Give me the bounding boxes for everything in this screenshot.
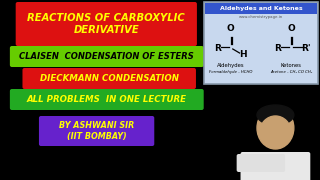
Text: R': R' [301,44,310,53]
FancyBboxPatch shape [16,2,197,46]
Text: O: O [227,24,235,33]
FancyBboxPatch shape [205,3,317,14]
Text: Aldehydes and Ketones: Aldehydes and Ketones [220,6,302,11]
Text: DIECKMANN CONDENSATION: DIECKMANN CONDENSATION [40,74,179,83]
Text: Acetone - CH₃ CO CH₃: Acetone - CH₃ CO CH₃ [270,70,312,74]
FancyBboxPatch shape [39,116,154,146]
Text: www.chemistrypage.in: www.chemistrypage.in [239,15,283,19]
FancyBboxPatch shape [204,2,318,84]
FancyBboxPatch shape [241,152,310,180]
Ellipse shape [260,116,291,148]
Text: Aldehydes: Aldehydes [217,62,245,68]
Ellipse shape [257,105,294,125]
Text: CLAISEN  CONDENSATION OF ESTERS: CLAISEN CONDENSATION OF ESTERS [20,52,194,61]
Text: R: R [214,44,221,53]
FancyBboxPatch shape [252,154,285,172]
FancyBboxPatch shape [231,105,320,180]
FancyBboxPatch shape [237,154,270,172]
FancyBboxPatch shape [10,89,204,110]
Text: BY ASHWANI SIR
(IIT BOMBAY): BY ASHWANI SIR (IIT BOMBAY) [59,121,134,141]
Text: REACTIONS OF CARBOXYLIC
DERIVATIVE: REACTIONS OF CARBOXYLIC DERIVATIVE [28,13,185,35]
FancyBboxPatch shape [10,46,204,67]
FancyBboxPatch shape [22,68,196,89]
Text: R: R [274,44,281,53]
Text: Formaldehyde - HCHO: Formaldehyde - HCHO [209,70,252,74]
Text: O: O [287,24,295,33]
Ellipse shape [257,107,294,149]
Text: Ketones: Ketones [280,62,301,68]
Text: H: H [239,50,246,59]
Text: ALL PROBLEMS  IN ONE LECTURE: ALL PROBLEMS IN ONE LECTURE [27,95,187,104]
